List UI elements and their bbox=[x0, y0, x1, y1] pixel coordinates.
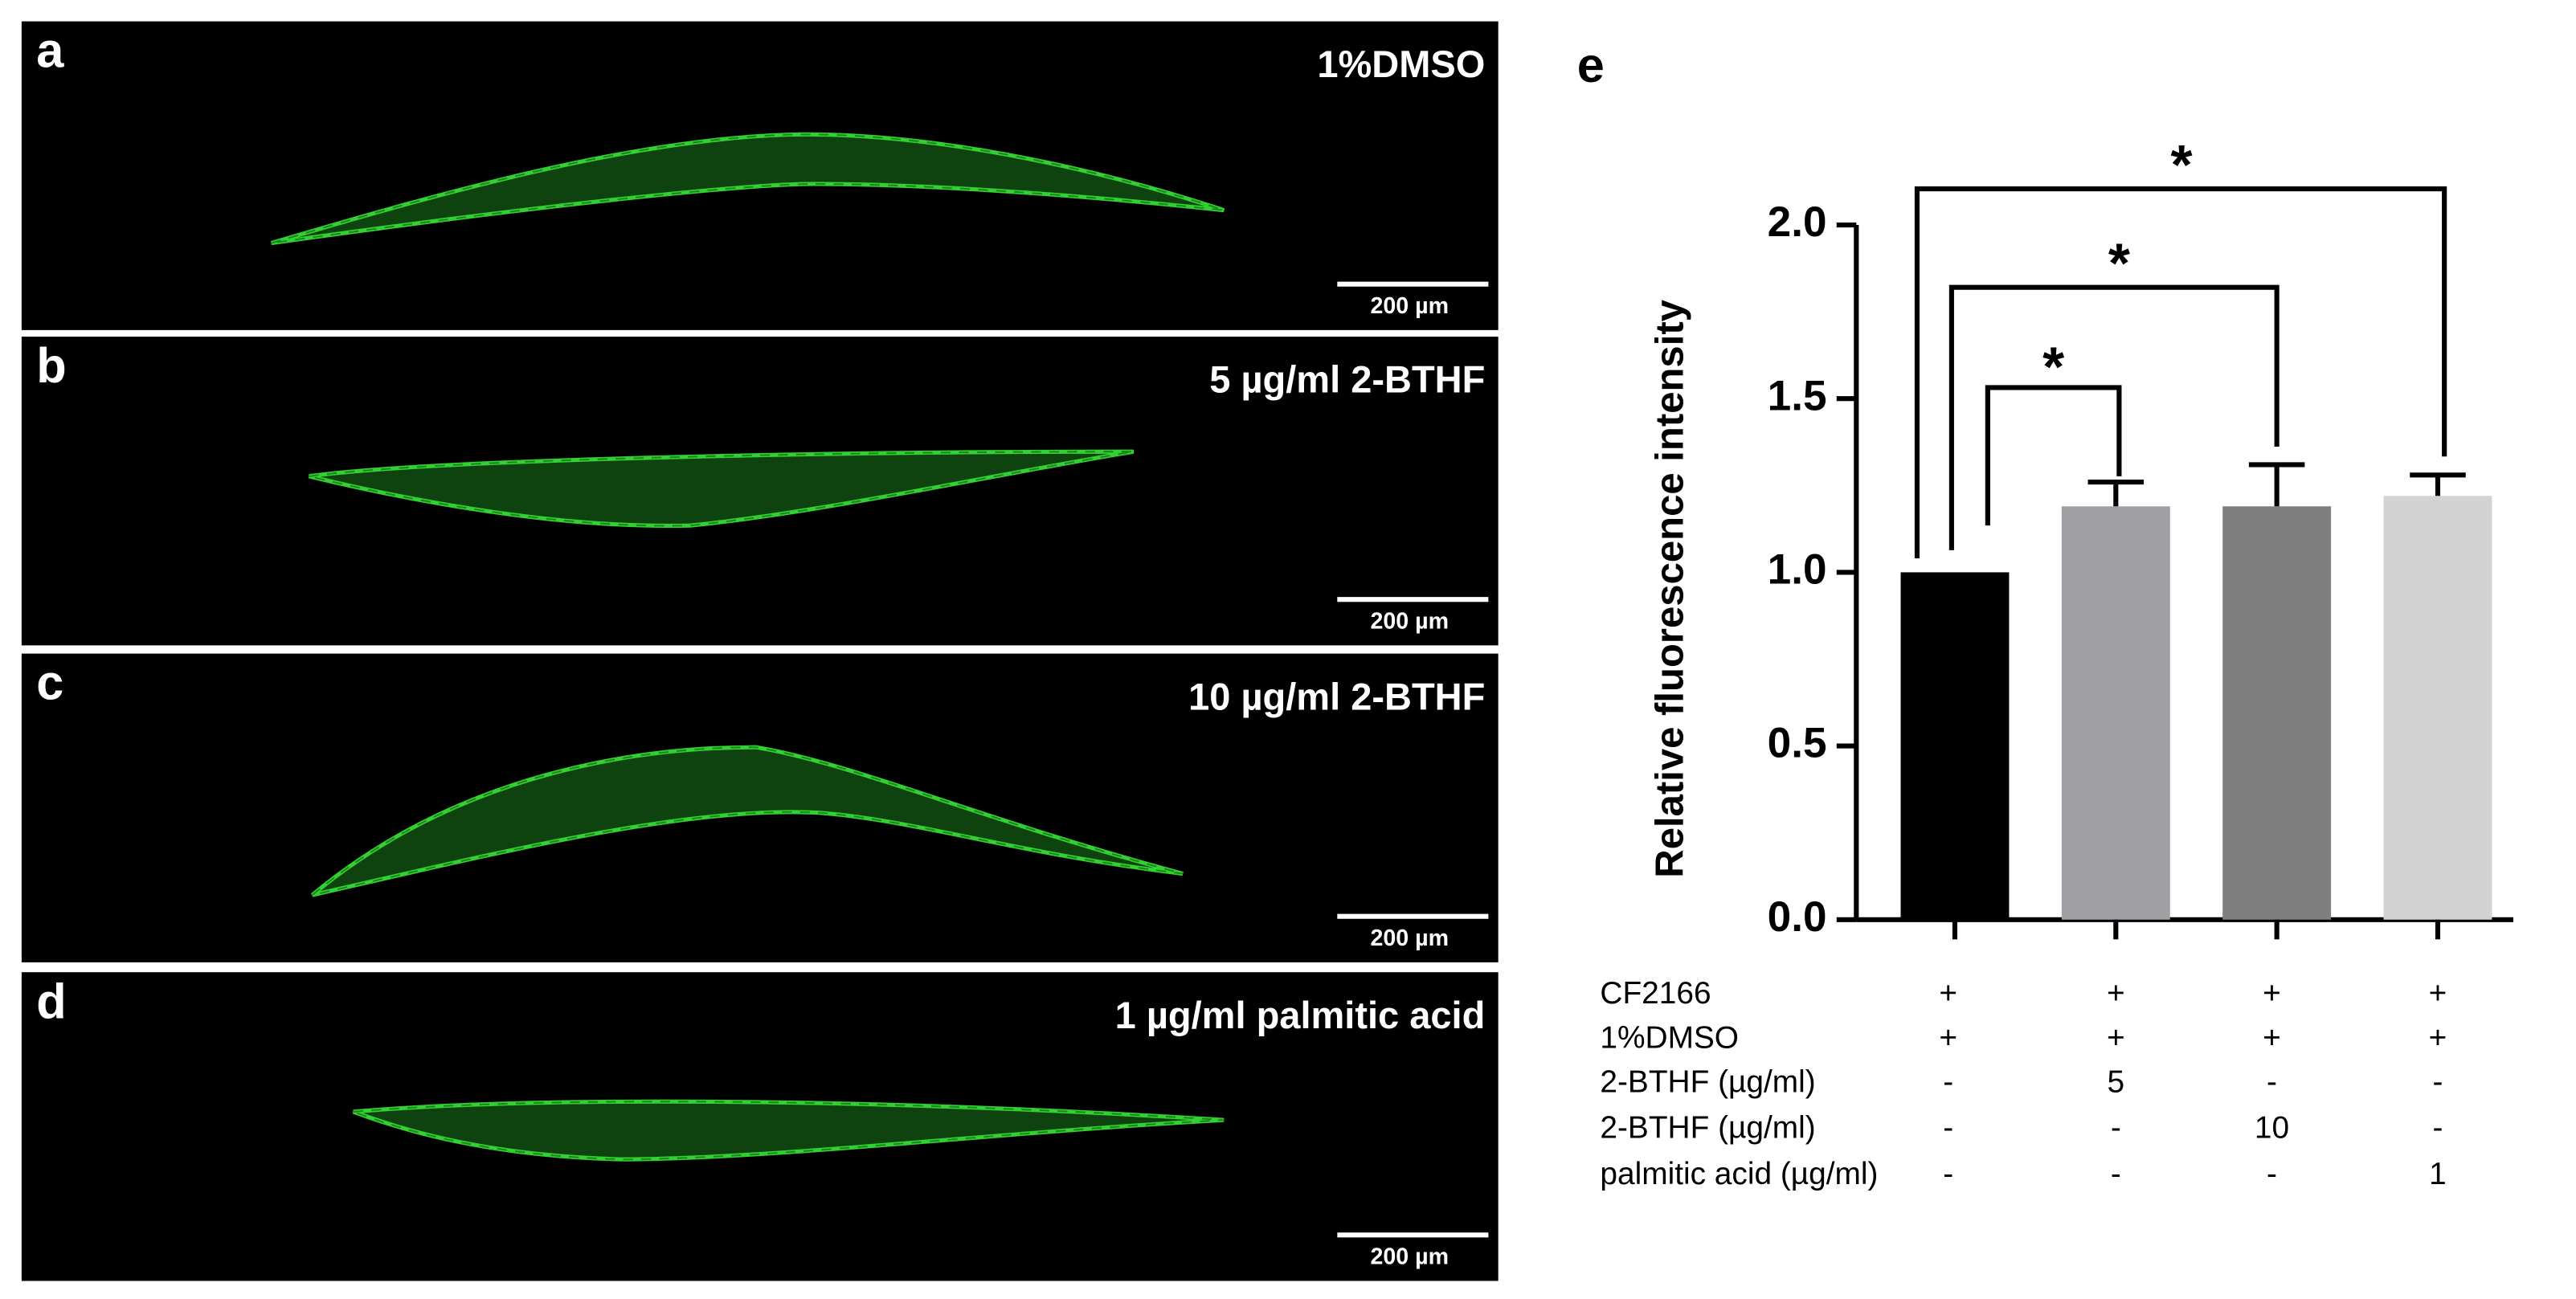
cell: - bbox=[2111, 1111, 2121, 1146]
scale-bar-label: 200 µm bbox=[1370, 1244, 1449, 1269]
worm-gut bbox=[271, 133, 1225, 244]
scale-bar-label: 200 µm bbox=[1370, 925, 1449, 951]
panel-title: 10 µg/ml 2-BTHF bbox=[1188, 675, 1485, 717]
y-axis-label: Relative fluorescence intensity bbox=[1648, 299, 1691, 877]
panel-title: 1%DMSO bbox=[1317, 43, 1485, 85]
panel-letter: a bbox=[36, 22, 64, 78]
y-tick-label: 0.0 bbox=[1768, 893, 1827, 941]
micrograph bbox=[21, 972, 1499, 1281]
panel-letter: c bbox=[36, 655, 63, 710]
bar bbox=[1900, 572, 2010, 920]
micrograph bbox=[21, 337, 1499, 646]
bar bbox=[2061, 506, 2170, 920]
micrograph bbox=[21, 653, 1499, 962]
cell: + bbox=[2263, 1020, 2281, 1055]
cell: - bbox=[2267, 1157, 2277, 1191]
panel-letter: e bbox=[1577, 37, 1605, 92]
bar bbox=[2222, 506, 2332, 920]
worm-gut bbox=[353, 1101, 1225, 1161]
row-label: 2-BTHF (µg/ml) bbox=[1600, 1111, 1815, 1146]
scale-bar-label: 200 µm bbox=[1370, 608, 1449, 634]
cell: + bbox=[2263, 976, 2281, 1011]
cell: + bbox=[2107, 1020, 2125, 1055]
cell: - bbox=[1943, 1157, 1953, 1191]
significance-label: * bbox=[2042, 335, 2064, 398]
cell: + bbox=[2429, 976, 2447, 1011]
cell: - bbox=[1943, 1111, 1953, 1146]
scale-bar-label: 200 µm bbox=[1370, 293, 1449, 319]
cell: 5 bbox=[2107, 1064, 2124, 1099]
cell: 1 bbox=[2429, 1157, 2447, 1191]
significance-label: * bbox=[2108, 232, 2130, 295]
worm bbox=[309, 449, 1135, 529]
significance-bracket bbox=[1985, 385, 2122, 526]
cell: - bbox=[1943, 1064, 1953, 1099]
panel-letter: b bbox=[36, 337, 66, 393]
cell: + bbox=[2107, 976, 2125, 1011]
row-label: 1%DMSO bbox=[1600, 1020, 1739, 1055]
cell: + bbox=[1939, 1020, 1957, 1055]
panel-title: 1 µg/ml palmitic acid bbox=[1115, 994, 1486, 1036]
cell: 10 bbox=[2255, 1111, 2289, 1146]
cell: + bbox=[1939, 976, 1957, 1011]
micrograph bbox=[21, 21, 1499, 330]
cell: - bbox=[2111, 1157, 2121, 1191]
y-tick-label: 0.5 bbox=[1768, 720, 1827, 767]
significance-bracket bbox=[1948, 284, 2280, 550]
row-label: palmitic acid (µg/ml) bbox=[1600, 1157, 1878, 1191]
cell: - bbox=[2267, 1064, 2277, 1099]
y-tick-label: 1.0 bbox=[1768, 545, 1827, 593]
worm-gut bbox=[312, 746, 1184, 897]
y-tick-label: 2.0 bbox=[1768, 198, 1827, 246]
row-label: CF2166 bbox=[1600, 976, 1711, 1011]
cell: - bbox=[2433, 1111, 2443, 1146]
bar bbox=[2383, 496, 2492, 920]
panel-title: 5 µg/ml 2-BTHF bbox=[1209, 358, 1485, 401]
cell: - bbox=[2433, 1064, 2443, 1099]
y-tick-label: 1.5 bbox=[1768, 372, 1827, 419]
row-label: 2-BTHF (µg/ml) bbox=[1600, 1064, 1815, 1099]
panel-letter: d bbox=[36, 973, 66, 1028]
significance-bracket bbox=[1914, 186, 2447, 559]
cell: + bbox=[2429, 1020, 2447, 1055]
significance-label: * bbox=[2171, 133, 2193, 196]
